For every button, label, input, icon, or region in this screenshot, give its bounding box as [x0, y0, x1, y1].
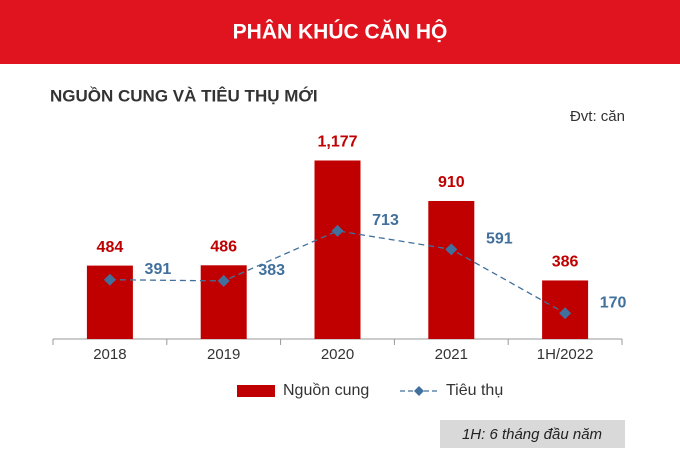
line-value-label: 591	[486, 231, 513, 248]
legend-marker	[414, 386, 424, 396]
header-title: PHÂN KHÚC CĂN HỘ	[233, 20, 448, 44]
line-marker	[217, 274, 230, 287]
bar-value-label: 484	[97, 239, 124, 256]
legend-label: Tiêu thụ	[446, 382, 503, 399]
legend-label: Nguồn cung	[283, 382, 369, 399]
line-value-label: 713	[372, 212, 399, 229]
bar-value-label: 1,177	[317, 134, 357, 151]
line-value-label: 391	[145, 261, 172, 278]
line-marker	[559, 307, 572, 320]
x-tick-label: 2019	[207, 346, 240, 363]
bar	[428, 200, 475, 339]
bar-value-label: 386	[552, 254, 579, 271]
footnote-box	[440, 420, 625, 448]
x-tick-label: 2021	[435, 346, 468, 363]
line-value-label: 383	[258, 262, 285, 279]
line-marker	[445, 243, 458, 256]
line-marker	[331, 224, 344, 237]
x-tick-label: 2020	[321, 346, 354, 363]
line-value-label: 170	[600, 294, 627, 311]
line	[109, 230, 566, 314]
bar-value-label: 486	[210, 239, 237, 256]
footnote: 1H: 6 tháng đầu năm	[462, 426, 602, 443]
x-tick-label: 1H/2022	[537, 346, 594, 363]
unit-note: Đvt: căn	[570, 108, 625, 125]
chart-title: NGUỒN CUNG VÀ TIÊU THỤ MỚI	[50, 86, 318, 105]
line-marker	[103, 273, 116, 286]
x-tick-label: 2018	[93, 346, 126, 363]
legend-swatch	[237, 385, 275, 397]
header-band	[0, 0, 680, 64]
bar-value-label: 910	[438, 174, 465, 191]
bar	[314, 160, 361, 339]
